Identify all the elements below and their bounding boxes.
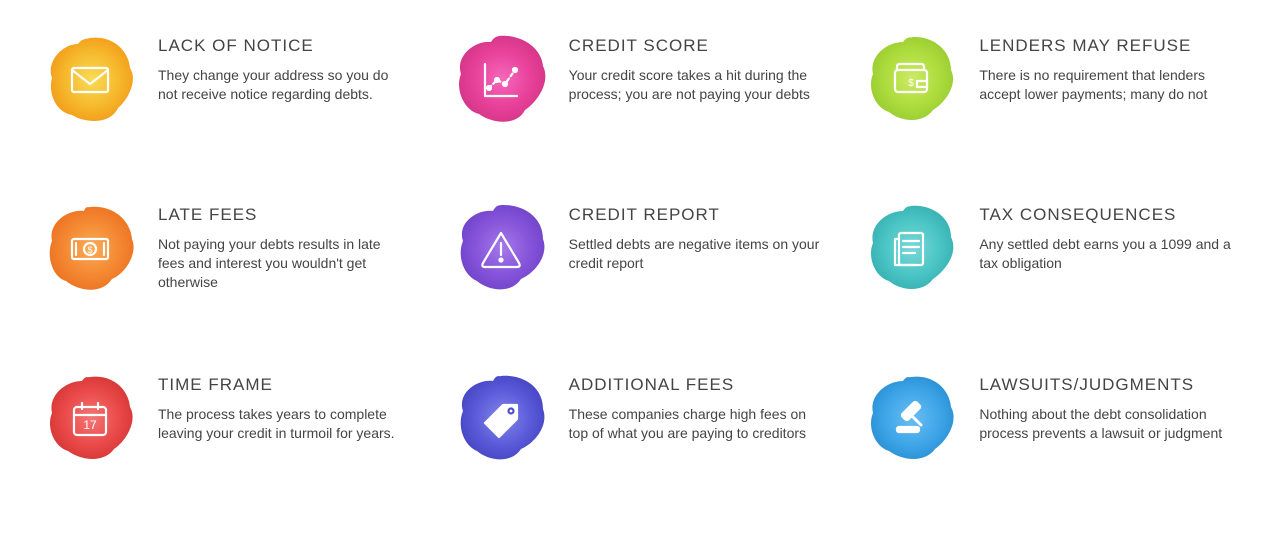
- info-body: Settled debts are negative items on your…: [569, 235, 822, 273]
- document-icon: [887, 225, 935, 273]
- info-item-credit-report: CREDIT REPORT Settled debts are negative…: [451, 199, 822, 338]
- info-text: TAX CONSEQUENCES Any settled debt earns …: [979, 199, 1232, 273]
- splotch: [861, 369, 961, 469]
- money-icon: $: [66, 225, 114, 273]
- info-item-credit-score: CREDIT SCORE Your credit score takes a h…: [451, 30, 822, 169]
- info-item-lenders-may-refuse: $ LENDERS MAY REFUSE There is no require…: [861, 30, 1232, 169]
- info-body: Not paying your debts results in late fe…: [158, 235, 411, 292]
- chart-icon: [477, 56, 525, 104]
- info-text: CREDIT REPORT Settled debts are negative…: [569, 199, 822, 273]
- warning-icon: [477, 225, 525, 273]
- info-body: These companies charge high fees on top …: [569, 405, 822, 443]
- info-text: TIME FRAME The process takes years to co…: [158, 369, 411, 443]
- infographic-grid: LACK OF NOTICE They change your address …: [40, 30, 1232, 508]
- info-title: ADDITIONAL FEES: [569, 375, 822, 395]
- splotch: 17: [40, 369, 140, 469]
- splotch: [451, 369, 551, 469]
- info-body: There is no requirement that lenders acc…: [979, 66, 1232, 104]
- tag-icon: [477, 395, 525, 443]
- svg-text:$: $: [909, 78, 915, 89]
- splotch: $: [861, 30, 961, 130]
- info-body: They change your address so you do not r…: [158, 66, 411, 104]
- calendar-icon: 17: [66, 395, 114, 443]
- info-title: LENDERS MAY REFUSE: [979, 36, 1232, 56]
- svg-text:17: 17: [83, 418, 97, 432]
- info-title: CREDIT REPORT: [569, 205, 822, 225]
- info-title: LACK OF NOTICE: [158, 36, 411, 56]
- info-text: LATE FEES Not paying your debts results …: [158, 199, 411, 292]
- gavel-icon: [887, 395, 935, 443]
- info-title: TIME FRAME: [158, 375, 411, 395]
- svg-text:$: $: [87, 245, 92, 255]
- splotch: [861, 199, 961, 299]
- info-title: LATE FEES: [158, 205, 411, 225]
- wallet-icon: $: [887, 56, 935, 104]
- splotch: [451, 30, 551, 130]
- info-body: Any settled debt earns you a 1099 and a …: [979, 235, 1232, 273]
- info-title: CREDIT SCORE: [569, 36, 822, 56]
- envelope-icon: [66, 56, 114, 104]
- info-text: LAWSUITS/JUDGMENTS Nothing about the deb…: [979, 369, 1232, 443]
- splotch: $: [40, 199, 140, 299]
- splotch: [40, 30, 140, 130]
- info-text: ADDITIONAL FEES These companies charge h…: [569, 369, 822, 443]
- info-item-additional-fees: ADDITIONAL FEES These companies charge h…: [451, 369, 822, 508]
- info-item-lawsuits-judgments: LAWSUITS/JUDGMENTS Nothing about the deb…: [861, 369, 1232, 508]
- info-item-late-fees: $ LATE FEES Not paying your debts result…: [40, 199, 411, 338]
- info-text: LACK OF NOTICE They change your address …: [158, 30, 411, 104]
- splotch: [451, 199, 551, 299]
- info-item-tax-consequences: TAX CONSEQUENCES Any settled debt earns …: [861, 199, 1232, 338]
- info-item-lack-of-notice: LACK OF NOTICE They change your address …: [40, 30, 411, 169]
- info-body: Your credit score takes a hit during the…: [569, 66, 822, 104]
- info-text: LENDERS MAY REFUSE There is no requireme…: [979, 30, 1232, 104]
- info-title: TAX CONSEQUENCES: [979, 205, 1232, 225]
- info-title: LAWSUITS/JUDGMENTS: [979, 375, 1232, 395]
- info-text: CREDIT SCORE Your credit score takes a h…: [569, 30, 822, 104]
- info-body: Nothing about the debt consolidation pro…: [979, 405, 1232, 443]
- info-item-time-frame: 17 TIME FRAME The process takes years to…: [40, 369, 411, 508]
- info-body: The process takes years to complete leav…: [158, 405, 411, 443]
